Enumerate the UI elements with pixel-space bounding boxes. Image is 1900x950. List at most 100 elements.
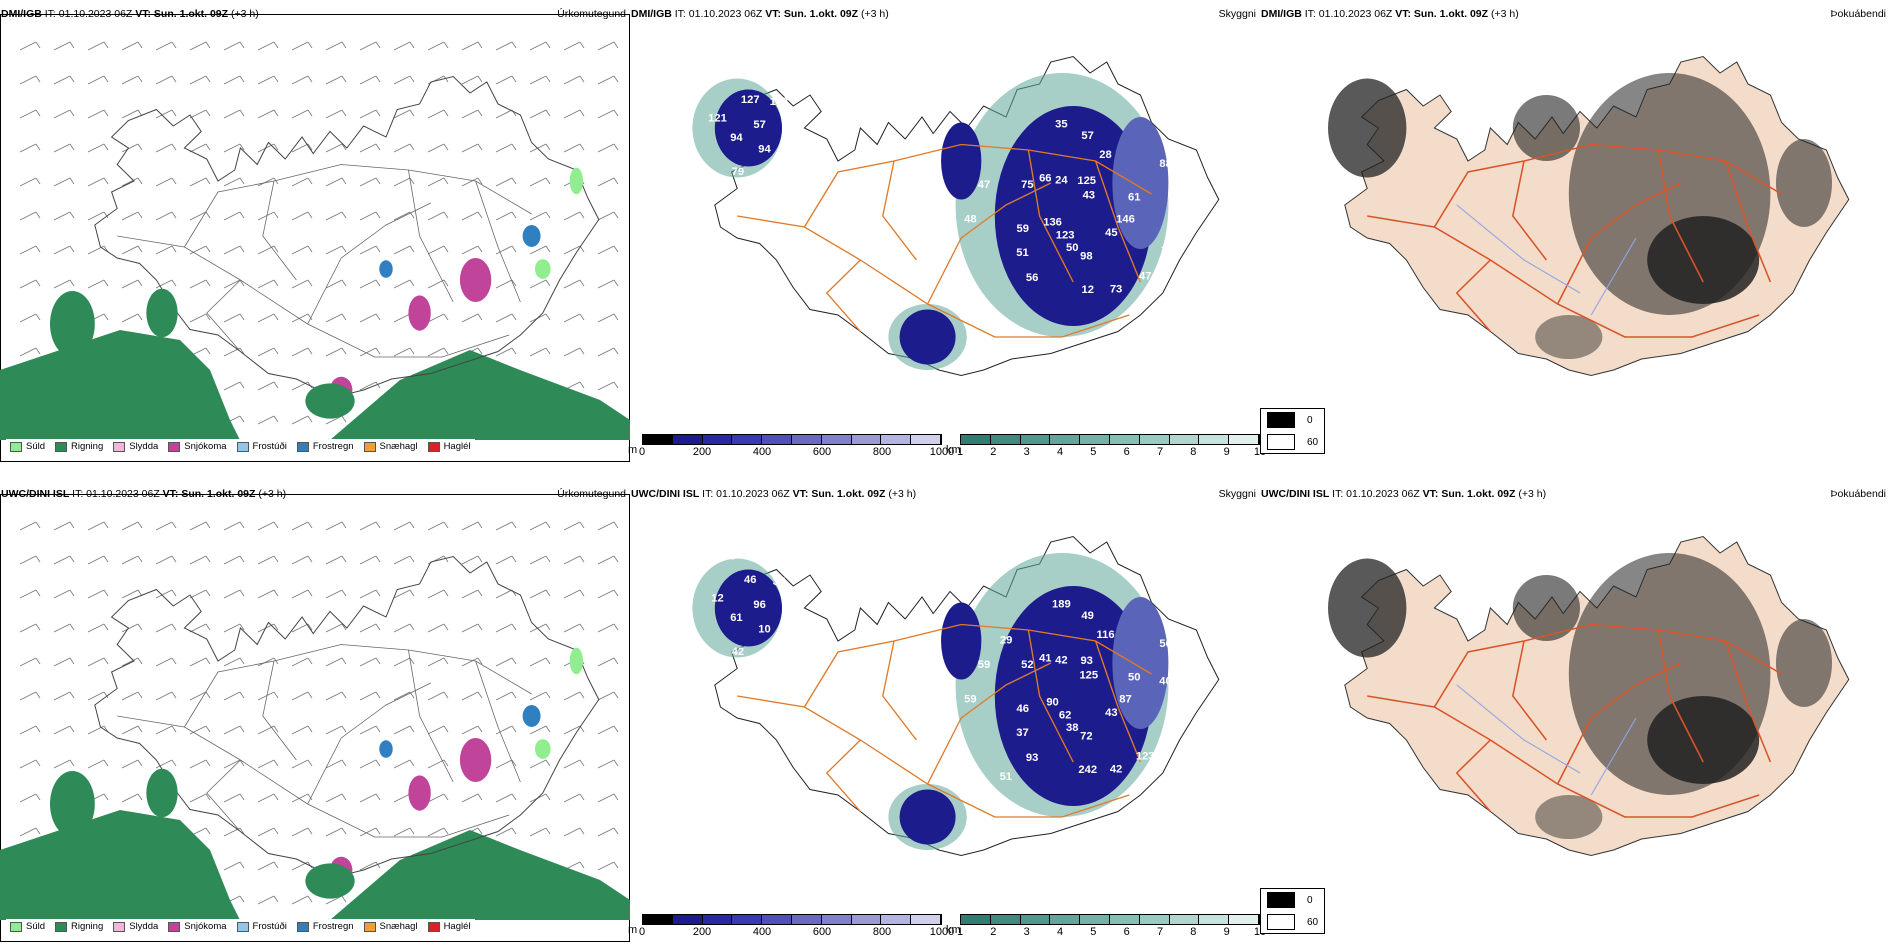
wind-barb — [409, 279, 415, 287]
scale-segment — [643, 435, 673, 444]
legend-item: Frostúði — [236, 441, 287, 452]
legend-swatch — [168, 441, 181, 452]
wind-barb — [307, 143, 313, 151]
field-area — [50, 771, 95, 837]
wind-barb — [273, 347, 279, 355]
field-area — [305, 383, 355, 419]
wind-barb — [325, 415, 343, 425]
wind-barb — [69, 691, 75, 699]
wind-barb — [597, 313, 615, 323]
wind-barb — [189, 313, 207, 323]
wind-barb — [511, 279, 517, 287]
scale-segment — [1080, 435, 1110, 444]
wind-barb — [495, 827, 513, 837]
wind-barb — [205, 211, 211, 219]
wind-barb — [341, 75, 347, 83]
wind-barb — [257, 177, 275, 187]
wind-barb — [495, 589, 513, 599]
cloud-base-label: 51 — [1016, 247, 1028, 259]
wind-barb — [103, 109, 109, 117]
cloud-base-label: 59 — [964, 694, 976, 706]
cloud-base-label: 59 — [1016, 223, 1028, 235]
scale-tick: 0 — [638, 446, 646, 458]
wind-barb — [529, 521, 547, 531]
cloud-base-label: 43 — [1105, 707, 1117, 719]
wind-barb — [495, 177, 513, 187]
field-area — [899, 309, 956, 365]
wind-barb — [613, 41, 619, 49]
wind-barb — [579, 861, 585, 869]
wind-barb — [223, 211, 241, 221]
wind-barb — [495, 211, 513, 221]
wind-barb — [291, 623, 309, 633]
legend-swatch — [236, 921, 249, 932]
wind-barb — [257, 109, 275, 119]
cloud-base-label: 29 — [1000, 635, 1012, 647]
wind-barb — [307, 725, 313, 733]
wind-barb — [613, 725, 619, 733]
wind-barb — [511, 347, 517, 355]
wind-barb — [205, 313, 211, 321]
wind-barb — [205, 827, 211, 835]
wind-barb — [69, 143, 75, 151]
scale-tick: 400 — [752, 446, 772, 458]
road-line — [262, 660, 297, 761]
scale-segment — [791, 915, 822, 924]
wind-barb — [69, 725, 75, 733]
wind-barb — [239, 725, 245, 733]
cloud-base-label: 116 — [1096, 629, 1114, 641]
wind-barb — [477, 589, 483, 597]
legend-label: Frostregn — [312, 921, 354, 932]
wind-barb — [103, 279, 109, 287]
wind-barb — [155, 41, 173, 51]
wind-barb — [579, 75, 585, 83]
wind-barb — [563, 279, 581, 289]
legend-item: Snjókoma — [168, 921, 227, 932]
fog-index-map — [1328, 55, 1850, 377]
wind-barb — [155, 589, 173, 599]
wind-barb — [359, 589, 377, 599]
wind-barb — [87, 211, 105, 221]
wind-barb — [19, 827, 37, 837]
field-area — [941, 122, 982, 200]
legend-swatch — [296, 441, 309, 452]
wind-barb — [477, 211, 483, 219]
wind-barb — [257, 313, 275, 323]
wind-barb — [443, 793, 449, 801]
legend-swatch — [55, 921, 68, 932]
map-frame — [0, 14, 630, 462]
panel-header: DMI/IGB IT: 01.10.2023 06Z VT: Sun. 1.ok… — [1261, 8, 1519, 20]
field-area — [1647, 216, 1760, 304]
legend-label: Haglél — [443, 441, 471, 452]
cloud-base-label: 73 — [1110, 284, 1122, 296]
wind-barb — [239, 759, 245, 767]
cloud-base-label: 59 — [978, 659, 990, 671]
wind-barb — [511, 793, 517, 801]
wind-barb — [511, 75, 517, 83]
wind-barb — [257, 415, 275, 425]
field-area — [569, 167, 584, 195]
panel-header: DMI/IGB IT: 01.10.2023 06Z VT: Sun. 1.ok… — [631, 8, 889, 20]
wind-barb — [325, 109, 343, 119]
wind-barb — [171, 657, 177, 665]
wind-barb — [613, 347, 619, 355]
scale-tick: 1000 — [929, 926, 955, 938]
wind-barb — [495, 623, 513, 633]
wind-barb — [307, 521, 313, 529]
wind-barb — [359, 725, 377, 735]
wind-barb — [511, 245, 517, 253]
wind-barb — [291, 313, 309, 323]
wind-barb — [121, 759, 139, 769]
wind-barb — [291, 347, 309, 357]
wind-barb — [461, 521, 479, 531]
wind-barb — [19, 143, 37, 153]
wind-barb — [341, 623, 347, 631]
wind-barb — [35, 521, 41, 529]
road-line — [825, 259, 861, 332]
cloud-base-label: 10 — [758, 624, 770, 636]
wind-barb — [69, 555, 75, 563]
wind-barb — [19, 347, 37, 357]
wind-barb — [443, 211, 449, 219]
wind-barb — [121, 793, 139, 803]
wind-barb — [273, 555, 279, 563]
